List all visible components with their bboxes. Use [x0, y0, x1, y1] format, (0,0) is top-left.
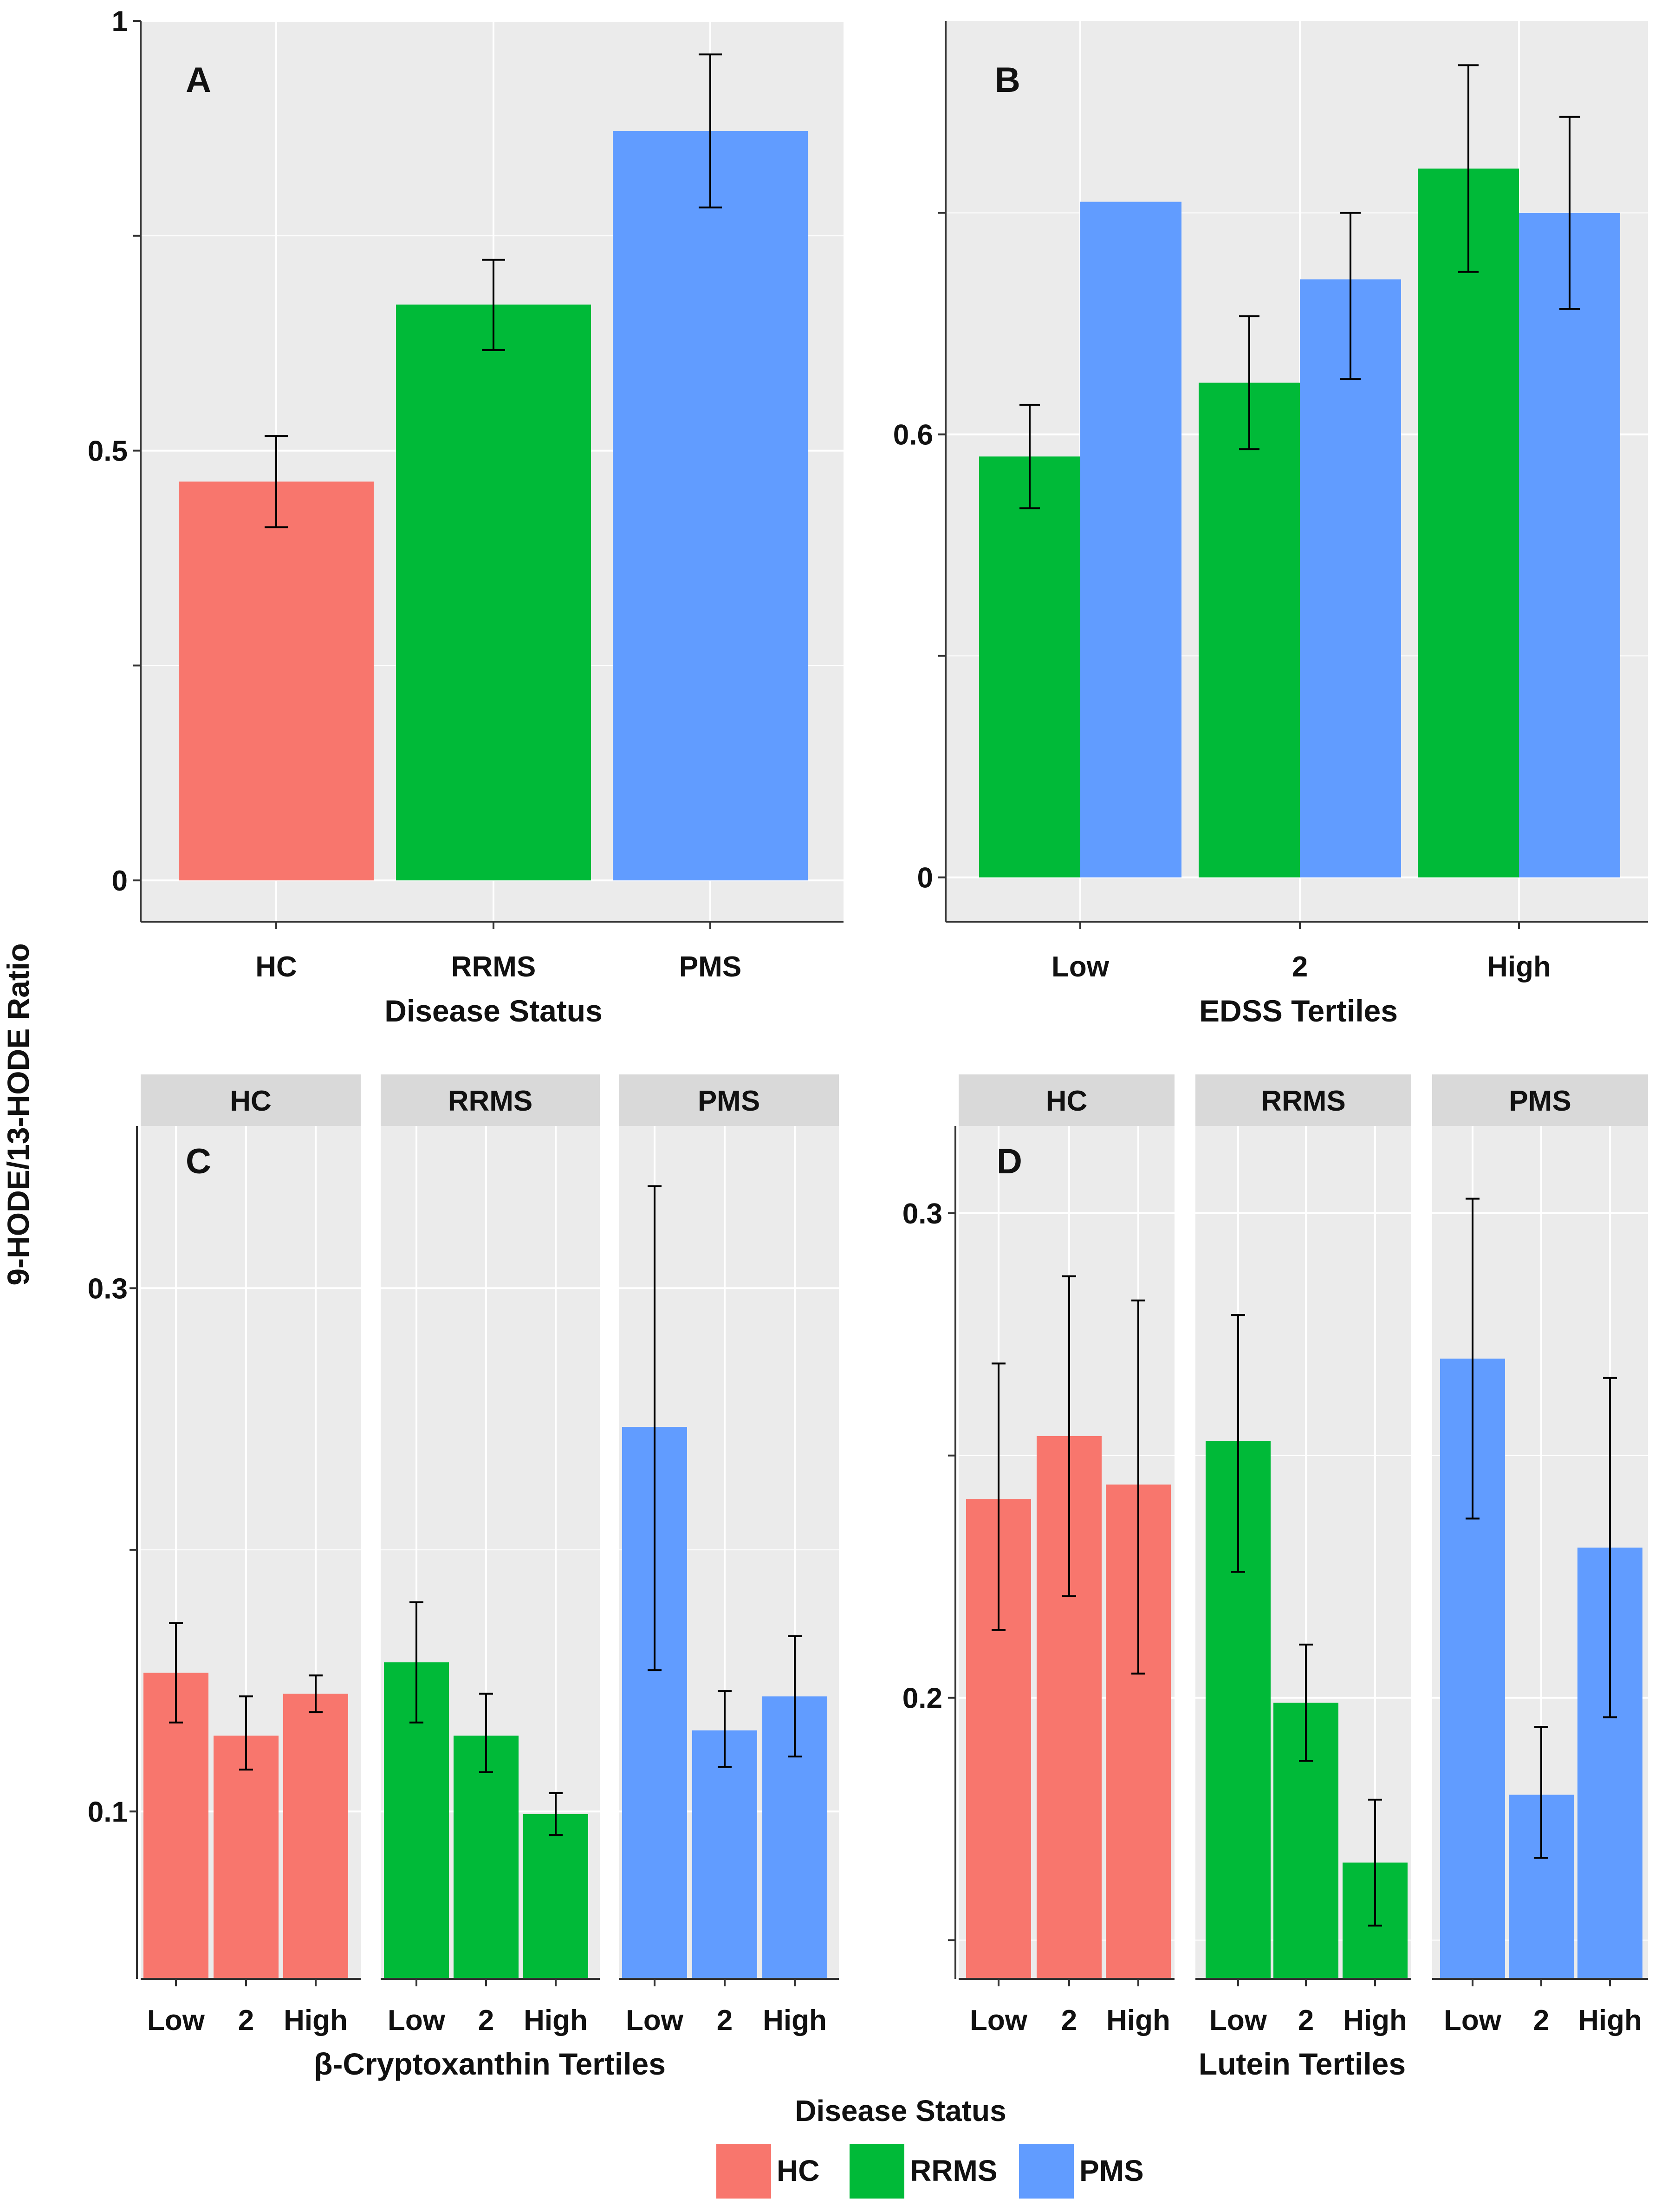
panel-a: 0 0.5 1 HC RRMS PMS Disease Status A	[88, 6, 844, 1028]
facet-strip	[1432, 1074, 1648, 1126]
panel-d: HC Low 2 High RRMS Low 2 High PMS Low 2 High 0.2 0.3 L…	[902, 1074, 1648, 2081]
x-tick-label: PMS	[679, 951, 741, 983]
legend-title: Disease Status	[795, 2094, 1006, 2127]
bar-rrms-2	[1199, 383, 1300, 878]
bar-rrms-high	[1418, 169, 1519, 878]
y-tick-label: 0.3	[902, 1198, 942, 1230]
panel-letter: B	[995, 60, 1020, 100]
facet-strip-label: PMS	[1509, 1085, 1571, 1117]
x-tick-label: Low	[147, 2004, 205, 2036]
legend-label-hc: HC	[777, 2154, 819, 2187]
panel-b: 0 0.6 Low 2 High EDSS Tertiles B	[893, 21, 1648, 1028]
facet-pms: PMS Low 2 High	[619, 1074, 839, 2036]
legend-label-pms: PMS	[1079, 2154, 1144, 2187]
y-tick-label: 0	[112, 865, 128, 897]
x-tick-label: High	[1106, 2004, 1170, 2036]
bar-pms-2	[692, 1730, 757, 1979]
facet-strip	[1195, 1074, 1411, 1126]
x-tick-label: Low	[1209, 2004, 1267, 2036]
x-tick-label: 2	[1298, 2004, 1314, 2036]
y-tick-label: 0.2	[902, 1683, 942, 1715]
x-axis-title: EDSS Tertiles	[1199, 994, 1398, 1028]
facet-hc: HC Low 2 High	[959, 1074, 1175, 2036]
y-tick-label: 0	[917, 862, 933, 894]
bar-hc-2	[214, 1735, 279, 1979]
x-tick-label: High	[1487, 951, 1551, 983]
bar-rrms-2	[454, 1735, 519, 1979]
bar-hc-high	[283, 1693, 348, 1979]
panel-letter: C	[186, 1142, 211, 1181]
x-tick-label: RRMS	[451, 951, 536, 983]
facet-rrms: RRMS Low 2 High	[381, 1074, 600, 2036]
bar-pms-high	[1519, 213, 1620, 878]
y-tick-label: 0.3	[88, 1273, 128, 1305]
x-tick-label: High	[284, 2004, 348, 2036]
facet-strip-label: RRMS	[1261, 1085, 1346, 1117]
facet-strip-label: HC	[1046, 1085, 1088, 1117]
facet-rrms: RRMS Low 2 High	[1195, 1074, 1411, 2036]
legend-key-pms	[1019, 2144, 1074, 2199]
facet-strip	[381, 1074, 600, 1126]
x-tick-label: High	[763, 2004, 827, 2036]
facet-strip	[141, 1074, 361, 1126]
legend-key-hc	[716, 2144, 771, 2199]
x-tick-label: 2	[1533, 2004, 1549, 2036]
x-tick-label: HC	[255, 951, 297, 983]
x-tick-label: 2	[478, 2004, 494, 2036]
bar-rrms	[396, 304, 591, 881]
x-tick-label: Low	[1444, 2004, 1502, 2036]
legend-label-rrms: RRMS	[910, 2154, 997, 2187]
y-tick-label: 1	[112, 6, 128, 38]
legend: Disease Status HC RRMS PMS	[716, 2094, 1144, 2199]
x-tick-label: 2	[1061, 2004, 1077, 2036]
x-tick-label: High	[524, 2004, 588, 2036]
y-tick-label: 0.5	[88, 436, 128, 468]
bar-rrms-high	[523, 1814, 588, 1979]
bar-rrms-low	[979, 456, 1080, 878]
bar-pms	[613, 130, 808, 881]
x-tick-label: 2	[1292, 951, 1308, 983]
x-tick-label: High	[1578, 2004, 1642, 2036]
panel-letter: A	[186, 60, 211, 100]
panel-letter: D	[997, 1142, 1022, 1181]
bar-pms-low	[1080, 202, 1181, 878]
x-tick-label: Low	[1051, 951, 1110, 983]
x-tick-label: 2	[238, 2004, 254, 2036]
facet-hc: HC Low 2 High	[141, 1074, 361, 2036]
x-tick-label: Low	[970, 2004, 1028, 2036]
bar-hc	[179, 481, 374, 881]
facet-strip	[959, 1074, 1175, 1126]
facet-strip	[619, 1074, 839, 1126]
x-tick-label: High	[1343, 2004, 1407, 2036]
x-axis-title: β-Cryptoxanthin Tertiles	[314, 2047, 666, 2081]
legend-key-rrms	[850, 2144, 904, 2199]
y-tick-label: 0.1	[88, 1796, 128, 1828]
facet-strip-label: HC	[230, 1085, 272, 1117]
y-tick-label: 0.6	[893, 419, 933, 451]
facet-pms: PMS Low 2 High	[1432, 1074, 1648, 2036]
x-tick-label: 2	[717, 2004, 733, 2036]
bar-hc-low	[143, 1672, 208, 1979]
x-tick-label: Low	[388, 2004, 446, 2036]
panel-c: HC Low 2 High RRMS Low 2 High PMS Low 2 High 0.1 0.3 β…	[88, 1074, 839, 2081]
x-axis-title: Lutein Tertiles	[1199, 2047, 1406, 2081]
y-axis-title: 9-HODE/13-HODE Ratio	[1, 943, 35, 1285]
facet-strip-label: PMS	[698, 1085, 760, 1117]
x-tick-label: Low	[626, 2004, 684, 2036]
x-axis-title: Disease Status	[384, 994, 603, 1028]
facet-strip-label: RRMS	[448, 1085, 533, 1117]
